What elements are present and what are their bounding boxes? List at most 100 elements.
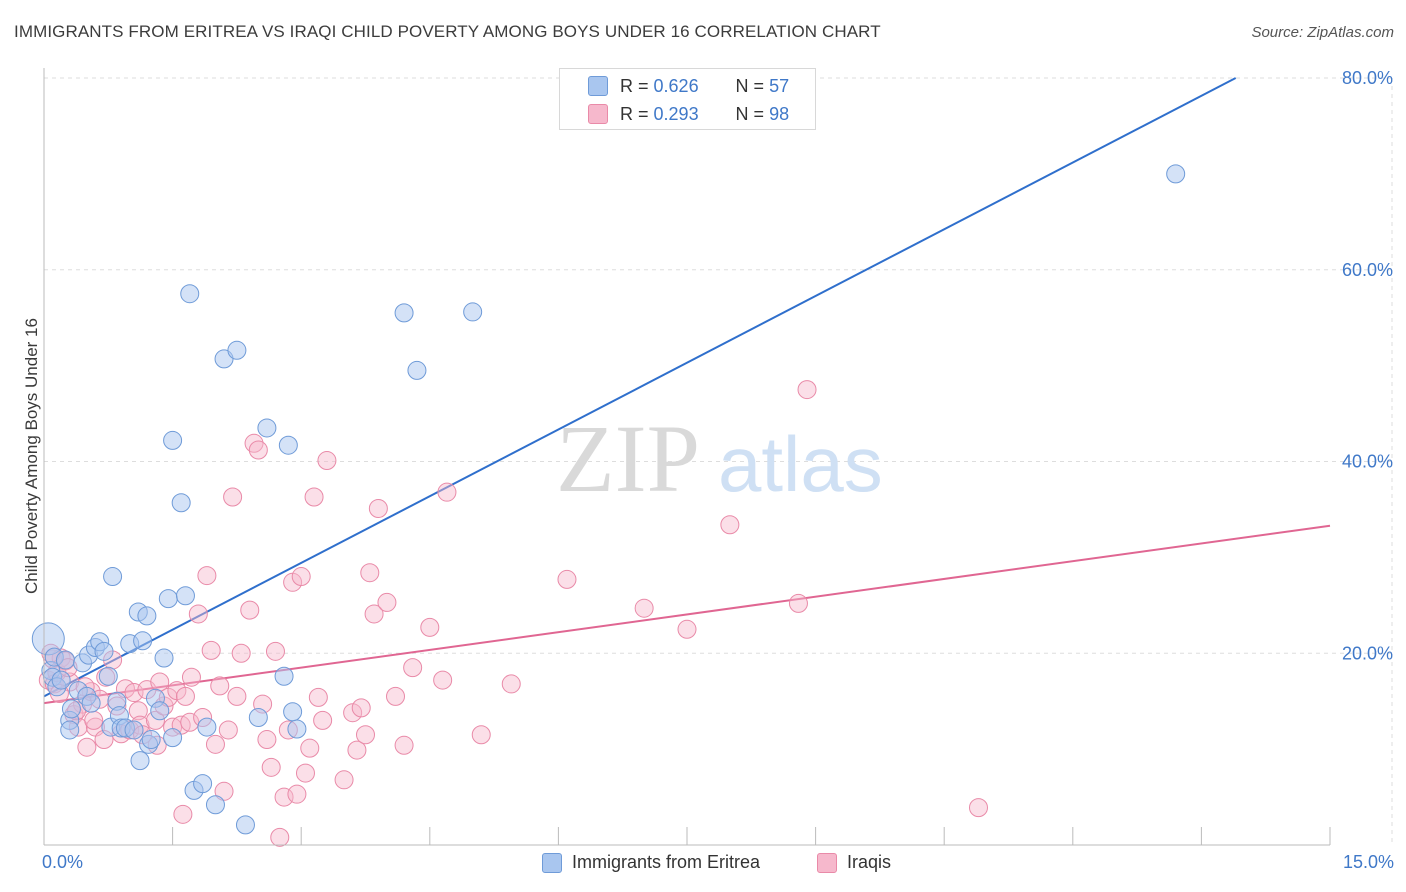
watermark-atlas: atlas [718,420,883,508]
data-point-eritrea [124,720,144,740]
series-legend: Immigrants from Eritrea Iraqis [0,852,1406,878]
data-point-iraqi [437,482,457,502]
data-point-iraqi [364,604,384,624]
data-point-eritrea [60,720,80,740]
data-point-eritrea [163,728,183,748]
legend-n-label: N = [735,75,765,96]
legend-r-label: R = [620,103,649,124]
legend-n-value-eritrea: 57 [769,75,790,96]
data-point-eritrea [407,360,427,380]
data-point-eritrea [278,435,298,455]
data-point-iraqi [471,725,491,745]
data-point-iraqi [265,641,285,661]
stats-legend: R = 0.626 N = 57 R = 0.293 N = 98 [559,68,816,130]
data-point-iraqi [360,563,380,583]
legend-item-eritrea: Immigrants from Eritrea [542,852,760,873]
trendline-iraqi [43,524,1331,705]
data-point-iraqi [175,686,195,706]
trendline-eritrea [43,77,1237,698]
data-point-eritrea [180,284,200,304]
data-point-iraqi [968,798,988,818]
data-point-iraqi [77,737,97,757]
data-point-iraqi [188,604,208,624]
legend-r-value-iraqi: 0.293 [653,103,699,124]
data-point-iraqi [248,440,268,460]
data-point-iraqi [797,380,817,400]
data-point-iraqi [308,687,328,707]
data-point-iraqi [173,804,193,824]
data-point-eritrea [274,666,294,686]
data-point-eritrea [130,751,150,771]
y-axis-label: Child Poverty Among Boys Under 16 [22,318,41,594]
data-point-iraqi [240,600,260,620]
data-point-iraqi [317,451,337,471]
y-tick-label: 20.0% [1342,643,1393,663]
data-point-iraqi [214,781,234,801]
data-point-iraqi [181,667,201,687]
data-point-iraqi [218,720,238,740]
data-point-eritrea [133,631,153,651]
data-point-eritrea [150,701,170,721]
y-tick-label: 60.0% [1342,260,1393,280]
data-point-eritrea [287,719,307,739]
data-point-eritrea [394,303,414,323]
legend-row-eritrea: R = 0.626 N = 57 [588,73,789,99]
legend-swatch-iraqi [817,852,837,873]
data-point-iraqi [557,569,577,589]
data-point-iraqi [304,487,324,507]
data-point-eritrea [283,702,303,722]
data-point-iraqi [403,658,423,678]
data-point-eritrea [248,707,268,727]
data-point-iraqi [227,686,247,706]
data-point-eritrea [103,567,123,587]
data-point-eritrea [141,730,161,750]
data-point-iraqi [377,592,397,612]
data-point-iraqi [295,763,315,783]
data-point-eritrea [163,430,183,450]
legend-n-label: N = [735,103,765,124]
legend-item-iraqi: Iraqis [817,852,891,873]
legend-r-value-eritrea: 0.626 [653,75,699,96]
legend-label-eritrea: Immigrants from Eritrea [572,852,761,872]
data-point-eritrea [235,815,255,835]
legend-swatch-eritrea [588,76,608,96]
data-point-iraqi [261,757,281,777]
data-point-iraqi [368,498,388,518]
data-point-eritrea [154,648,174,668]
data-point-iraqi [433,670,453,690]
data-point-eritrea [158,589,178,609]
legend-n-value-iraqi: 98 [769,103,790,124]
data-point-iraqi [287,784,307,804]
data-point-eritrea [61,699,81,719]
data-point-iraqi [420,617,440,637]
data-point-iraqi [394,735,414,755]
data-point-eritrea [1166,164,1186,184]
data-point-iraqi [128,701,148,721]
source-label: Source: ZipAtlas.com [1251,24,1394,41]
data-point-eritrea [205,795,225,815]
data-point-iraqi [501,674,521,694]
legend-swatch-eritrea [542,852,562,873]
data-point-iraqi [210,676,230,696]
data-point-eritrea [463,302,483,322]
data-point-eritrea [197,717,217,737]
legend-swatch-iraqi [588,104,608,124]
data-point-iraqi [720,515,740,535]
data-point-eritrea [257,418,277,438]
data-point-eritrea [175,586,195,606]
data-point-iraqi [231,643,251,663]
chart-title: IMMIGRANTS FROM ERITREA VS IRAQI CHILD P… [14,22,881,41]
data-point-iraqi [291,567,311,587]
x-tick-label-min: 0.0% [42,852,84,872]
data-point-eritrea [94,641,114,661]
data-point-iraqi [257,730,277,750]
data-point-iraqi [351,698,371,718]
data-point-eritrea [171,493,191,513]
data-point-iraqi [334,770,354,790]
data-point-eritrea [137,606,157,626]
legend-r-label: R = [620,75,649,96]
data-point-iraqi [84,710,104,730]
data-point-iraqi [343,703,363,723]
data-point-iraqi [788,593,808,613]
